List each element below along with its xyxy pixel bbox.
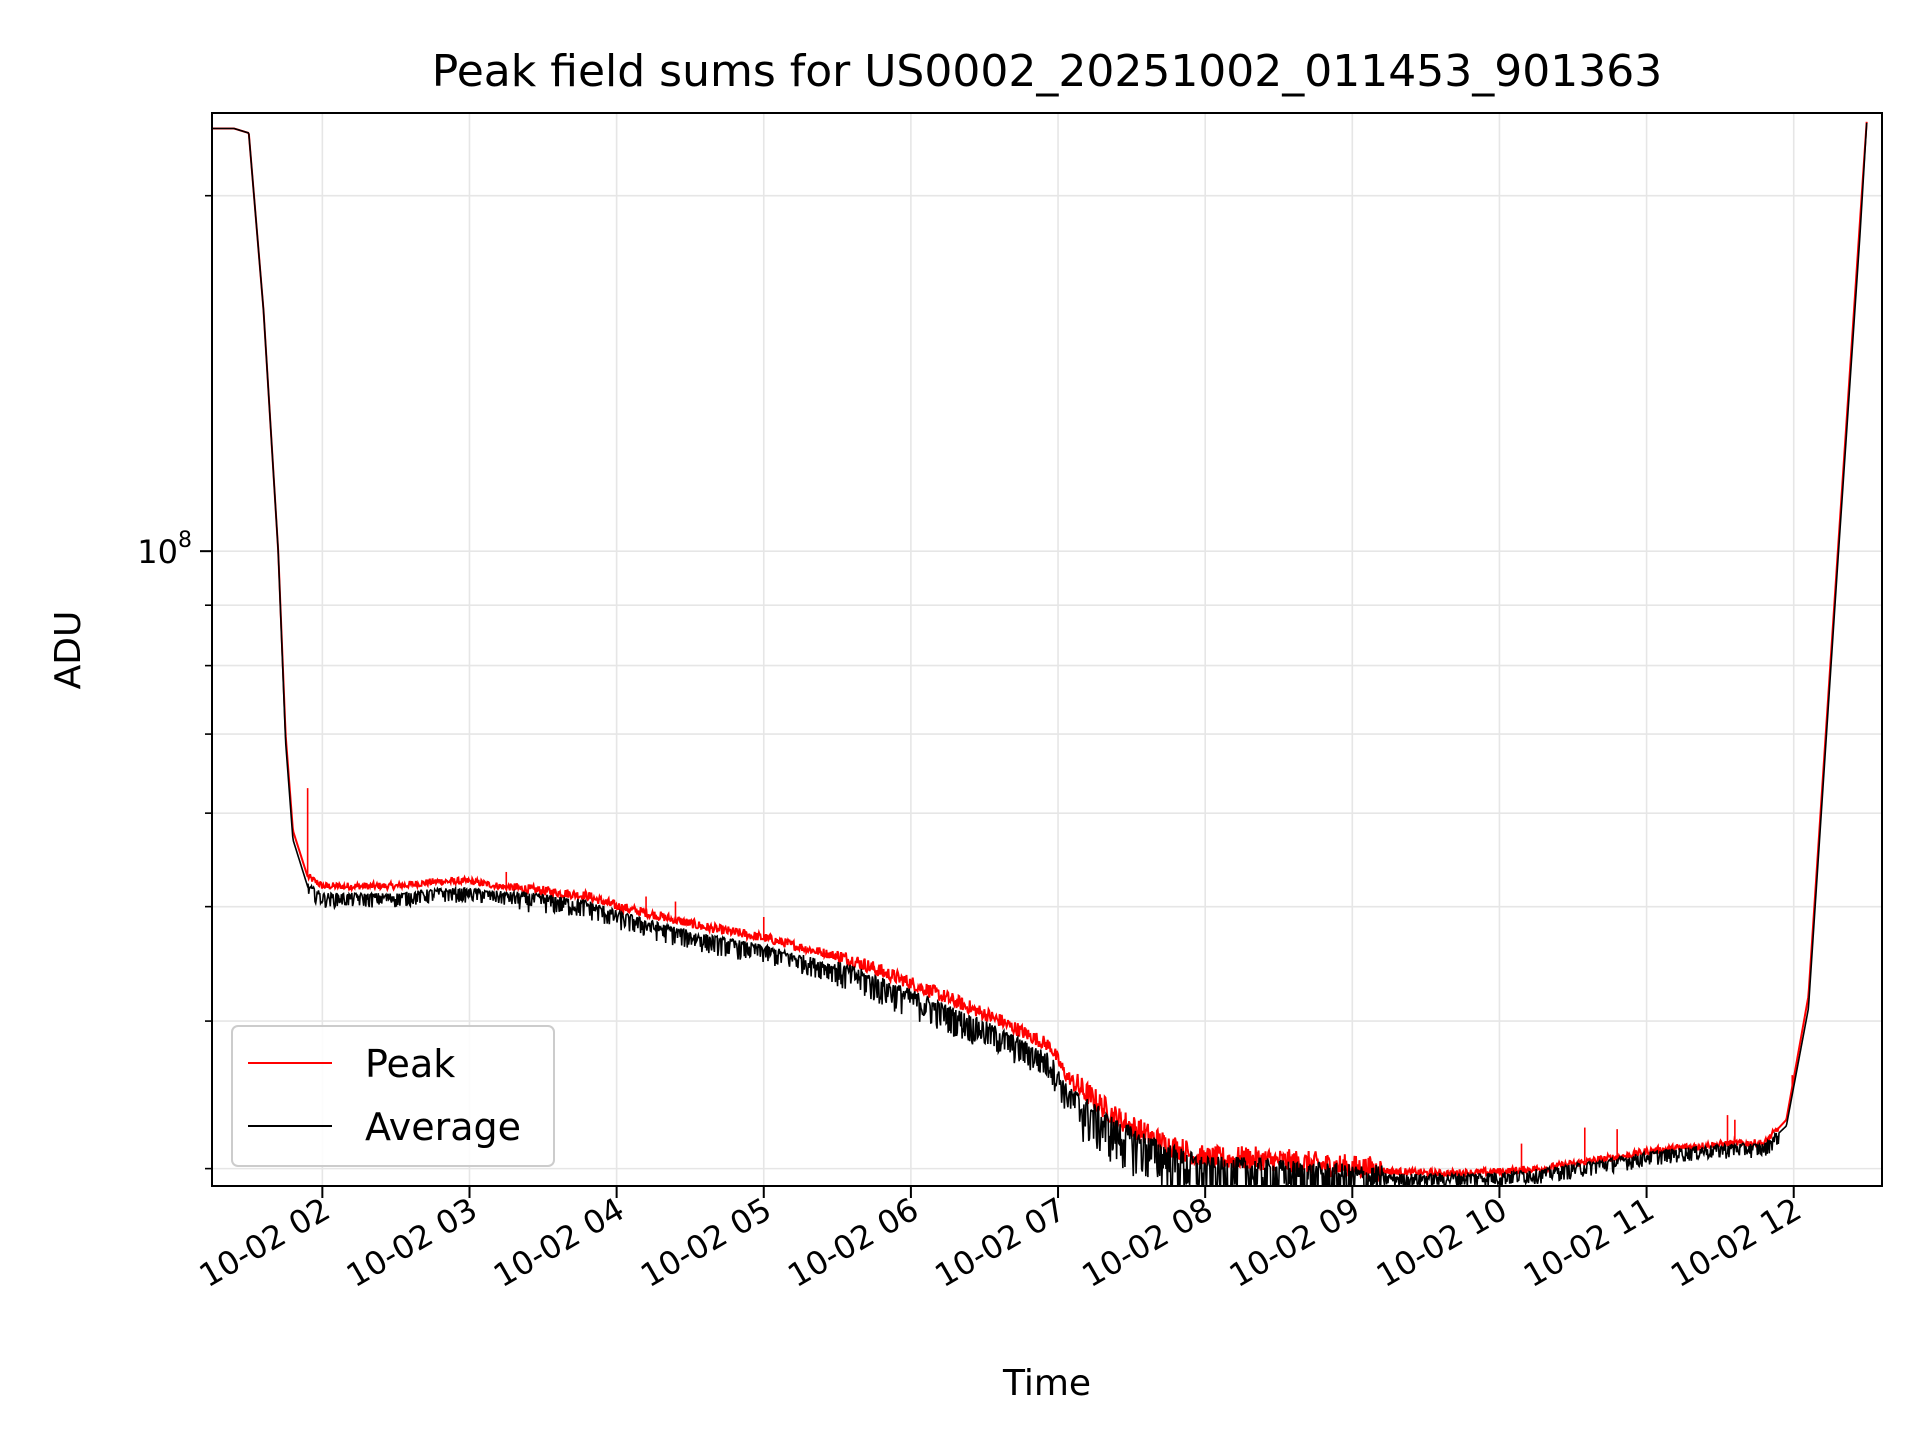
legend-average-label: Average [365, 1105, 521, 1149]
plot-frame [211, 112, 1883, 1187]
legend: Peak Average [231, 1025, 555, 1167]
peak-spikes [306, 788, 1794, 1171]
average-series-line [212, 122, 1868, 1186]
chart-title: Peak field sums for US0002_20251002_0114… [432, 46, 1662, 97]
x-axis-label: Time [1002, 1363, 1091, 1404]
grid-lines [212, 113, 1882, 1186]
y-axis-ticks: 108 [137, 194, 212, 1170]
y-tick-label-0: 108 [137, 528, 192, 571]
y-tick-label-base: 10 [137, 533, 178, 571]
y-tick-label-exponent: 8 [178, 528, 192, 553]
legend-box [231, 1025, 555, 1167]
y-axis-label: ADU [48, 611, 89, 690]
legend-peak-label: Peak [365, 1042, 455, 1086]
series-layer [212, 121, 1868, 1186]
